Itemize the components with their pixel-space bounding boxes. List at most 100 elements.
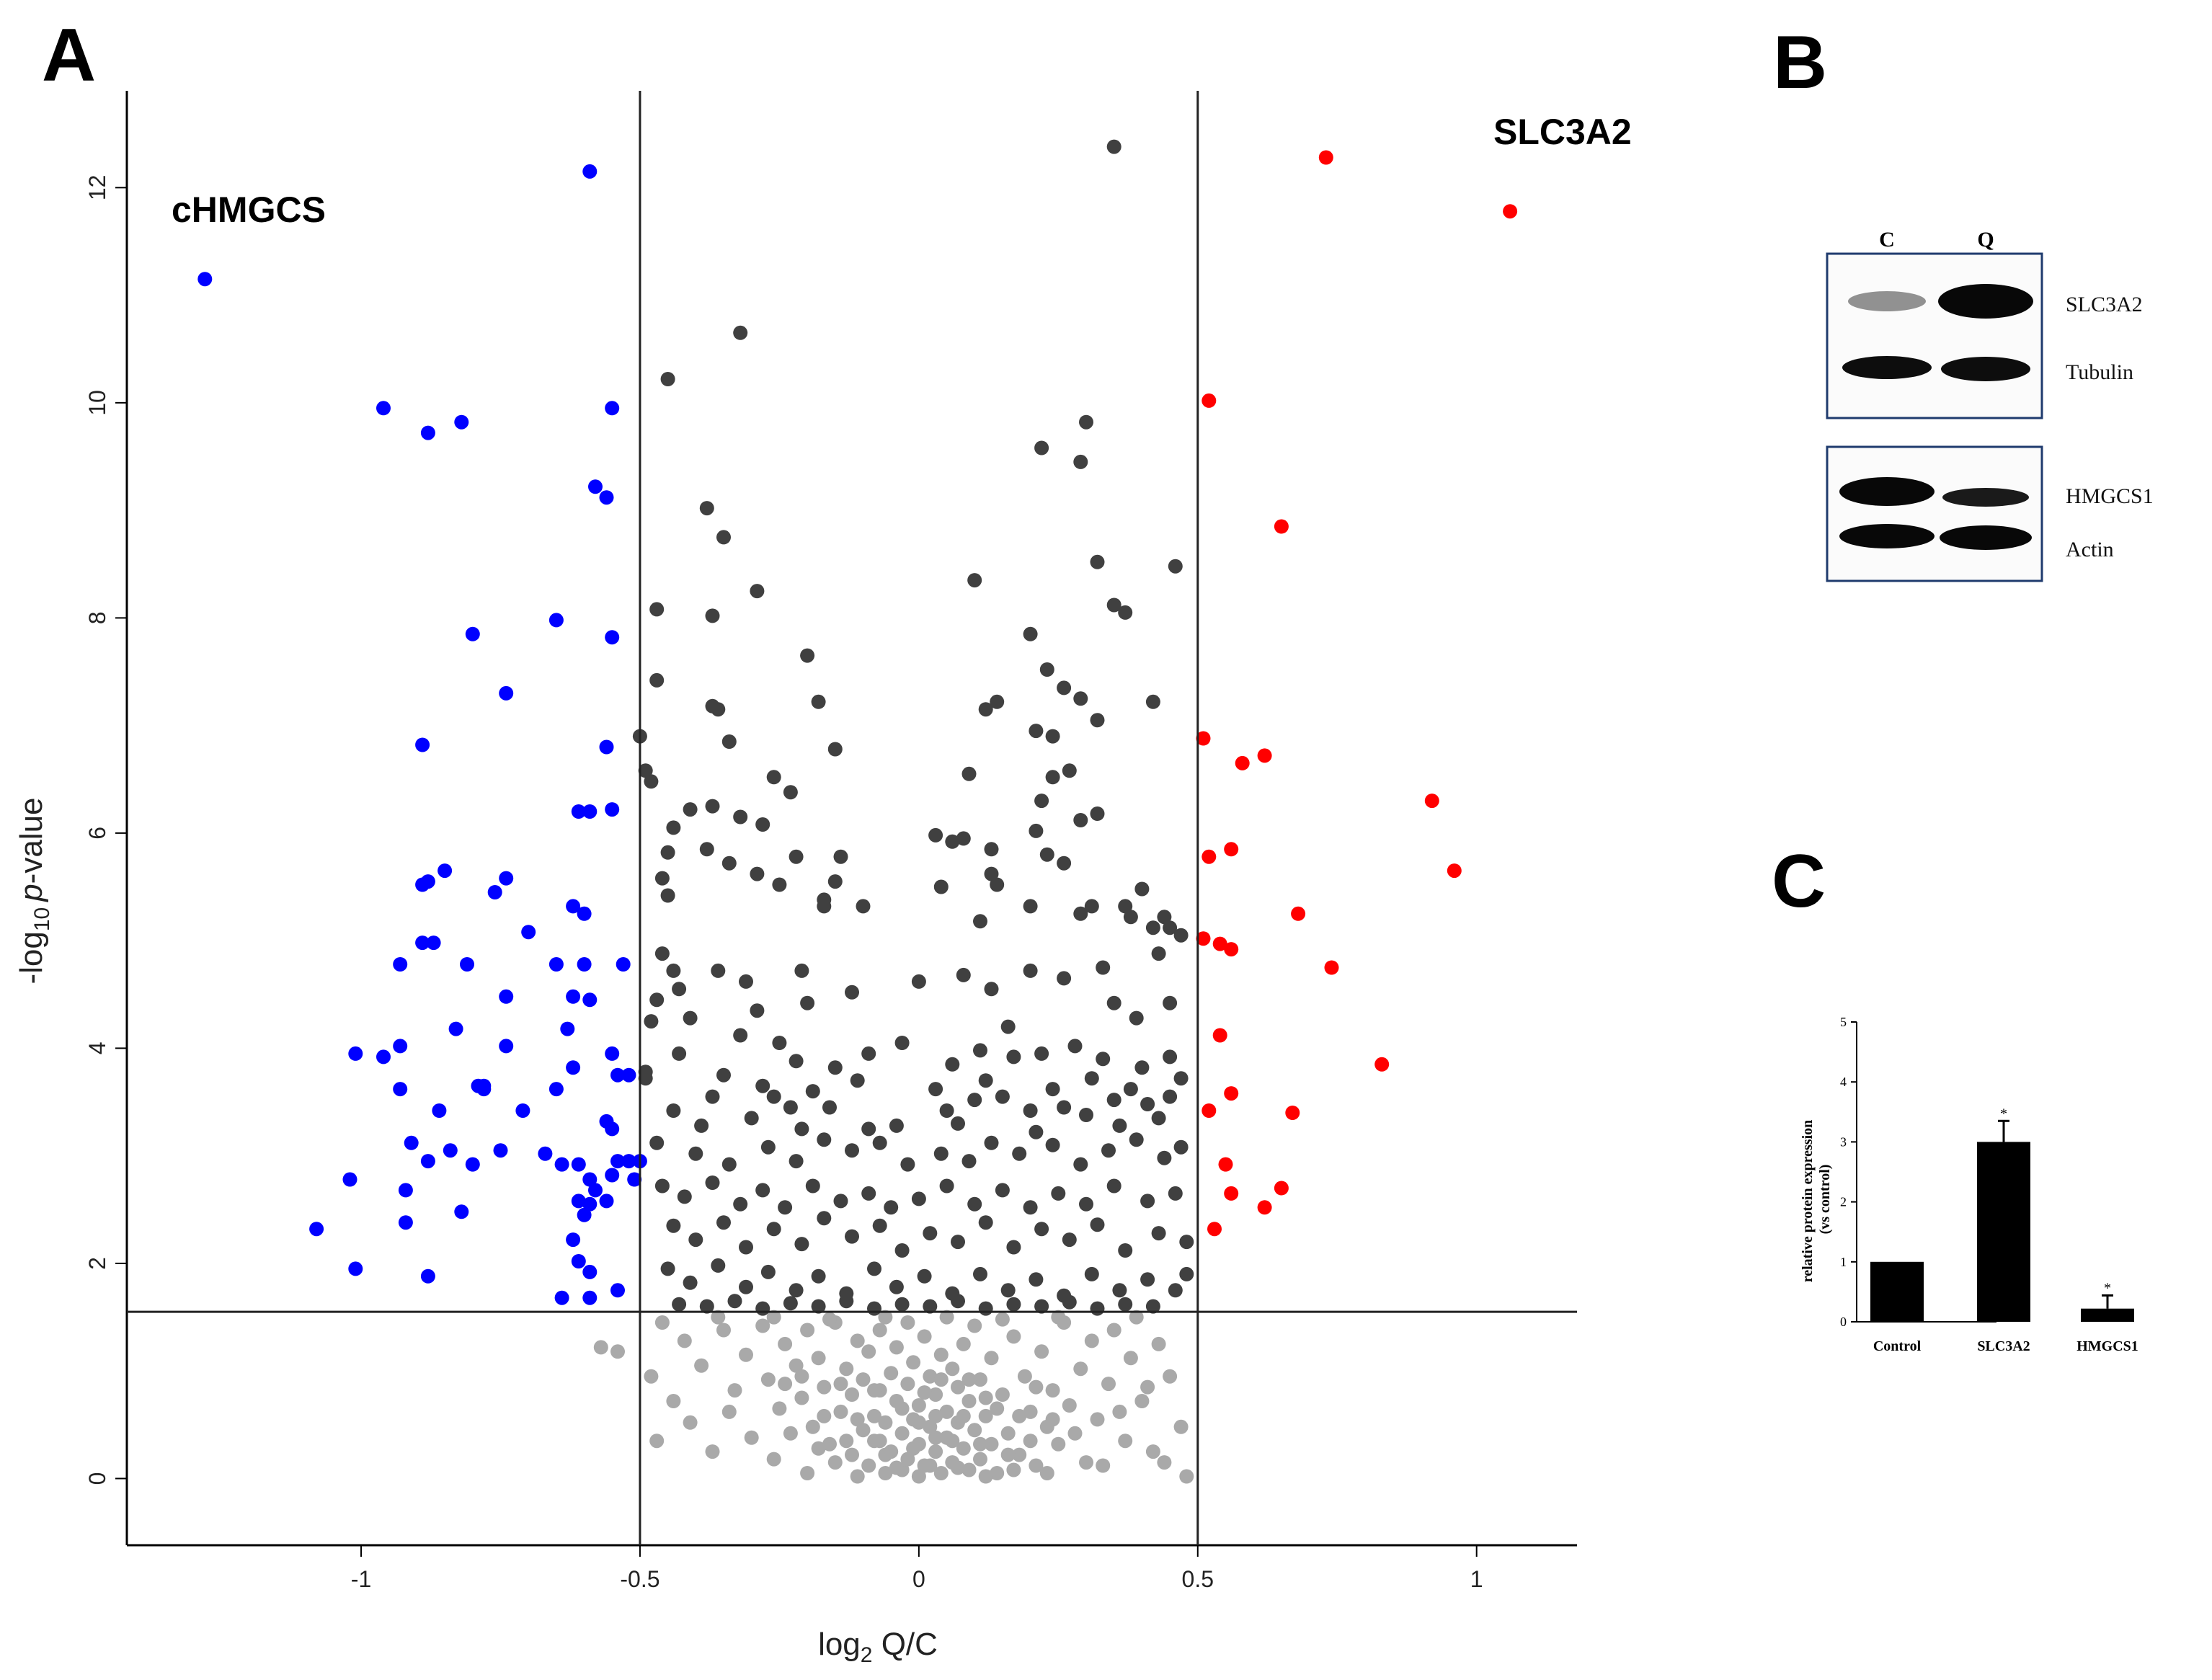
data-point [889,1118,904,1133]
y-label-italic: p [14,884,49,902]
data-point [649,672,665,688]
data-point [515,1103,530,1118]
data-point [1106,1093,1121,1108]
data-point [548,1082,564,1097]
data-point [705,799,720,814]
data-point [973,1452,987,1467]
data-point [1062,1232,1077,1248]
data-point [705,1175,720,1190]
data-point [733,1196,748,1212]
data-point [973,1372,987,1387]
y-tick-label: 6 [84,827,110,840]
data-point [1129,1010,1144,1026]
data-point [928,1082,943,1097]
series-down-regulated [197,164,647,1305]
data-point [766,1222,781,1237]
bar-chart-axes: 0 1 2 3 4 5 [1840,1015,1996,1329]
panel-b-letter: B [1773,21,1827,105]
data-point [1112,1404,1127,1419]
data-point [1196,731,1211,746]
data-point [711,1310,726,1325]
data-point [627,1172,642,1187]
data-point [1090,1412,1105,1427]
data-point [1039,662,1054,677]
blot-2 [1826,445,2043,582]
data-point [538,1146,553,1161]
data-point [666,1394,681,1408]
data-point [420,425,435,440]
data-point [978,1301,993,1316]
data-point [1017,1369,1032,1384]
data-point [911,1415,926,1430]
data-point [911,1398,926,1413]
data-point [1079,1196,1093,1212]
data-point [1163,1049,1178,1065]
data-point [933,1347,949,1362]
data-point [867,1301,881,1316]
data-point [956,1408,971,1423]
data-point [933,879,949,894]
data-point [1023,1200,1038,1215]
data-point [1051,1310,1066,1325]
data-point [945,1434,960,1449]
band-label-actin: Actin [2066,538,2114,561]
annotation-chmgcs: cHMGCS [172,190,326,230]
data-point [878,1415,893,1430]
data-point [990,1466,1005,1480]
data-point [705,1089,720,1104]
data-point [995,1089,1010,1104]
data-point [1179,1266,1194,1281]
data-point [644,1369,659,1384]
data-point [928,827,943,843]
data-point [1029,1458,1044,1473]
data-point [554,1157,569,1172]
data-point [923,1419,938,1434]
data-point [760,1264,776,1279]
band-tubulin-control [1842,356,1932,379]
data-point [1202,393,1217,408]
y-tick-label: 2 [84,1257,110,1270]
data-point [683,1415,698,1430]
data-point [672,1046,687,1061]
data-point [1045,1137,1060,1152]
data-point [833,1377,848,1392]
data-point [582,1196,598,1212]
data-point [755,1078,770,1093]
data-point [800,1466,815,1480]
data-point [1029,823,1044,838]
data-point [850,1073,865,1088]
data-point [978,1073,993,1088]
data-point [677,1333,692,1348]
data-point [839,1294,854,1309]
data-point [582,804,598,819]
data-point [721,1404,737,1419]
data-point [654,1178,670,1194]
data-point [1118,1243,1133,1258]
data-point [1062,763,1077,778]
data-point [856,1423,871,1438]
data-point [911,974,926,989]
data-point [956,967,971,982]
band-hmgcs1-treated [1942,488,2029,507]
data-point [548,613,564,628]
bar-y-tick-label: 4 [1840,1075,1847,1089]
data-point [928,1408,943,1423]
x-label-rest: Q/C [872,1627,937,1662]
data-point [1140,1379,1155,1395]
data-point [1023,899,1038,914]
data-point [1096,960,1111,975]
data-point [1106,139,1121,154]
data-point [566,899,581,914]
y-tick-label: 0 [84,1472,110,1485]
data-point [805,1084,820,1099]
data-point [1034,1299,1049,1314]
data-point [560,1021,575,1036]
data-point [766,770,781,785]
x-tick-label: -0.5 [620,1566,659,1592]
data-point [1000,1447,1016,1462]
bar-y-tick-label: 5 [1840,1015,1847,1029]
x-tick-label: 0 [912,1566,925,1592]
data-point [1079,414,1093,430]
bar-category-label: SLC3A2 [1977,1338,2030,1354]
